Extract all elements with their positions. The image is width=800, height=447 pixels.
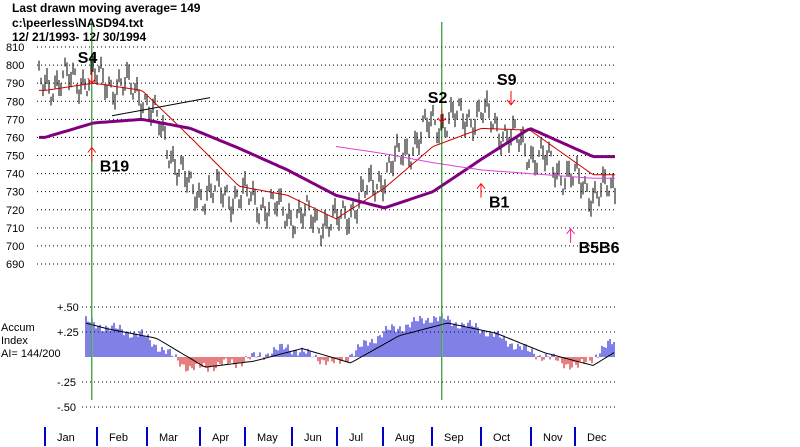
price-tick-label: 710 <box>6 223 24 235</box>
sell-signal-label: S4 <box>78 50 98 67</box>
long-moving-average <box>39 117 615 210</box>
month-label: Feb <box>109 432 128 444</box>
buy-arrow-head <box>566 228 575 235</box>
accum-tick-label: +.25 <box>57 327 79 339</box>
title-line-2: c:\peerless\NASD94.txt <box>12 16 144 30</box>
month-label: Jul <box>349 432 363 444</box>
price-tick-label: 760 <box>6 132 24 144</box>
accum-annotation: AI= 144/200 <box>1 348 61 360</box>
month-label: Dec <box>587 432 607 444</box>
sell-signal-label: S2 <box>428 90 448 107</box>
price-tick-label: 800 <box>6 60 24 72</box>
buy-arrow-head <box>87 146 97 153</box>
month-label: Mar <box>159 432 178 444</box>
accum-tick-label: +.50 <box>57 302 79 314</box>
price-tick-label: 790 <box>6 78 24 90</box>
price-tick-label: 730 <box>6 187 24 199</box>
price-tick-label: 750 <box>6 151 24 163</box>
accum-label-line2: Index <box>1 335 28 347</box>
month-label: Aug <box>395 432 415 444</box>
buy-signal-label: B1 <box>489 195 510 212</box>
accum-tick-label: -.25 <box>57 377 76 389</box>
short-moving-average <box>39 82 615 220</box>
price-tick-label: 770 <box>6 114 24 126</box>
price-tick-label: 780 <box>6 96 24 108</box>
trend-line <box>111 97 211 117</box>
moving-average-149 <box>335 146 615 179</box>
sell-arrow-head <box>506 99 516 106</box>
buy-signal-label: B19 <box>100 159 129 176</box>
month-label: May <box>257 432 278 444</box>
buy-signal-label: B5B6 <box>579 240 620 257</box>
price-tick-label: 690 <box>6 259 24 271</box>
month-label: Sep <box>444 432 464 444</box>
month-label: Jan <box>57 432 75 444</box>
month-label: Oct <box>493 432 510 444</box>
price-tick-label: 740 <box>6 169 24 181</box>
month-label: Nov <box>543 432 563 444</box>
price-tick-label: 810 <box>6 42 24 54</box>
buy-arrow-head <box>476 182 486 189</box>
accum-tick-label: -.50 <box>57 402 76 414</box>
price-tick-label: 720 <box>6 205 24 217</box>
title-line-1: Last drawn moving average= 149 <box>12 1 201 15</box>
accum-moving-average <box>85 322 615 368</box>
sell-signal-label: S9 <box>497 72 517 89</box>
accum-label-line1: Accum <box>1 322 35 334</box>
sell-arrow-head <box>87 77 97 84</box>
month-label: Jun <box>304 432 322 444</box>
price-tick-label: 700 <box>6 241 24 253</box>
month-label: Apr <box>212 432 229 444</box>
title-line-3: 12/ 21/1993- 12/ 30/1994 <box>12 30 147 44</box>
sell-arrow-head <box>437 117 447 124</box>
